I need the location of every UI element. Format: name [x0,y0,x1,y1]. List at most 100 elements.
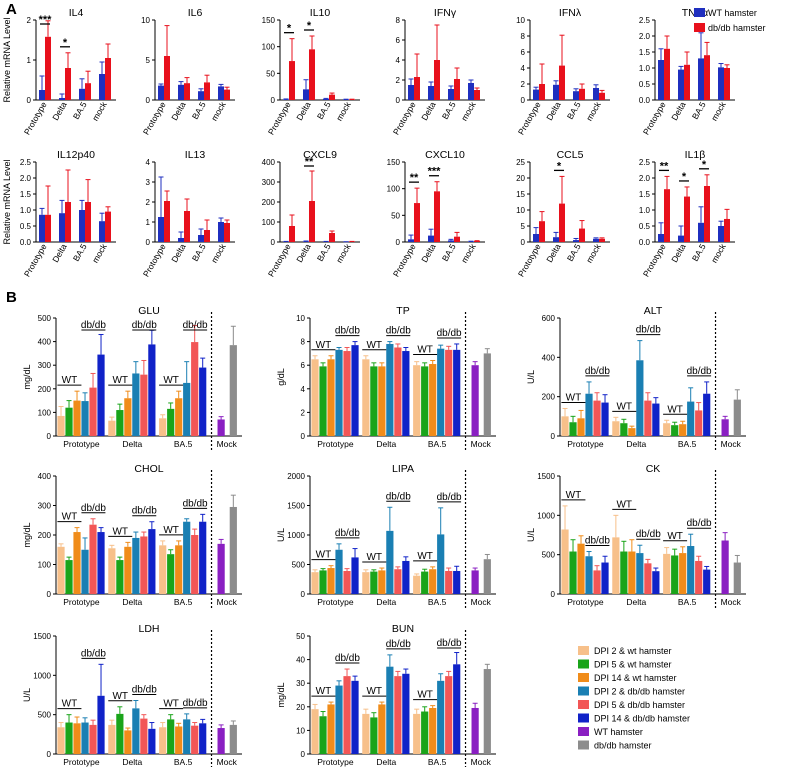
il6-title: IL6 [188,7,203,19]
cxcl10-bar-1-1 [434,191,440,242]
tnfa-ytick-label-2: 1.0 [639,64,651,73]
il1b-bar-0-1 [678,235,684,242]
il12p40-ytick-label-5: 2.5 [20,158,32,167]
lipa-xtick-1: Delta [376,597,396,607]
glu-ytick-label-0: 0 [47,432,52,441]
lipa-xtick-2: BA.5 [428,597,447,607]
il6-xtick-0: Prototype [141,100,168,137]
ck-bar-0-2 [577,543,585,594]
alt-db-label-2: db/db [687,366,712,377]
alt-wt-label-2: WT [667,404,683,415]
lipa-bar-0-5 [351,557,359,594]
ifng-bar-0-1 [428,86,434,100]
lipa-db-label-2: db/db [437,492,462,503]
chart-ifnl: 0 2 4 6 8 10 IFNλ Prototype Delta BA.5 mock [516,7,610,137]
legend-wt-dbdb: WT hamster db/db hamster [694,8,766,33]
bun-bar-2-0 [413,713,421,754]
il6-bar-0-0 [158,85,164,100]
glu-bar-0-5 [97,354,105,436]
ck-bar-2-0 [663,553,671,594]
ldh-ytick-label-2: 1000 [33,671,51,680]
il13-bar-1-0 [164,201,170,242]
glu-wt-label-0: WT [62,375,78,386]
chol-bar-1-3 [132,537,140,594]
chol-bar-0-2 [73,532,81,594]
alt-wt-label-1: WT [616,401,632,412]
ccl5-ytick-label-3: 15 [516,190,525,199]
legend-b-label-5: DPI 14 & db/db hamster [594,714,690,724]
lipa-wt-label-1: WT [366,552,382,563]
ldh-title: LDH [138,623,159,635]
ldh-bar-2-4 [191,725,199,754]
alt-xtick-2: BA.5 [678,439,697,449]
glu-ytick-label-3: 300 [38,361,52,370]
il4-xtick-1: Delta [50,100,69,122]
il1b-ytick-label-3: 1.5 [639,190,651,199]
ccl5-ytick-label-0: 0 [521,238,526,247]
glu-bar-1-2 [124,398,132,436]
ldh-xtick-2: BA.5 [174,757,193,767]
bun-bar-2-1 [421,711,429,754]
il13-title: IL13 [185,149,206,161]
glu-wt-label-1: WT [112,375,128,386]
alt-xtick-1: Delta [626,439,646,449]
glu-bar-0-2 [73,400,81,436]
il1b-bar-1-2 [704,186,710,242]
il10-sig-1: * [307,20,312,32]
ck-ytick-label-1: 500 [542,551,556,560]
ck-bar-2-1 [671,555,679,594]
ck-bar-2-2 [679,553,687,594]
ck-ylabel: U/L [526,528,536,542]
glu-bar-0-1 [65,407,73,436]
ifng-bar-0-0 [408,85,414,100]
tnfa-bar-0-3 [718,67,724,100]
ck-bar-0-5 [601,562,609,594]
lipa-xtick-3: Mock [471,597,492,607]
cxcl10-bar-0-3 [468,241,474,242]
lipa-bar-1-5 [402,560,410,594]
il6-bar-1-0 [164,56,170,100]
tp-xtick-1: Delta [376,439,396,449]
il12p40-ytick-label-4: 2.0 [20,174,32,183]
ccl5-sig-0: * [557,160,562,172]
lipa-bar-0-4 [343,570,351,594]
cxcl10-bar-1-0 [414,203,420,242]
bun-bar-1-4 [394,676,402,754]
lipa-bar-1-1 [370,571,378,594]
tp-ytick-label-1: 2 [301,408,306,417]
alt-bar-1-4 [644,400,652,436]
bun-mock-bar-0 [471,707,479,754]
il10-bar-0-1 [303,89,309,100]
alt-db-label-1: db/db [636,325,661,336]
ccl5-bar-0-0 [533,234,539,242]
tnfa-xtick-1: Delta [669,100,688,122]
alt-wt-label-0: WT [566,392,582,403]
ccl5-ytick-label-4: 20 [516,174,525,183]
ccl5-bar-0-2 [573,240,579,242]
cxcl10-ytick-label-3: 150 [387,158,401,167]
il10-xtick-1: Delta [294,100,313,122]
il12p40-ytick-label-2: 1.0 [20,206,32,215]
chart-il12p40: 0.0 0.5 1.0 1.5 2.0 2.5 Relative mRNA Level IL1… [2,149,116,279]
ck-bar-0-1 [569,551,577,594]
ldh-xtick-0: Prototype [63,757,100,767]
il12p40-ytick-label-1: 0.5 [20,222,32,231]
il13-bar-1-1 [184,211,190,242]
il12p40-xtick-0: Prototype [22,242,49,279]
legend-a-label-1: db/db hamster [708,23,766,33]
il12p40-bar-1-2 [85,202,91,242]
il4-ytick-label-0: 0 [27,96,32,105]
glu-bar-1-1 [116,410,124,436]
il1b-bar-1-1 [684,196,690,242]
tp-bar-0-1 [319,366,327,436]
cxcl10-ytick-label-1: 50 [391,211,400,220]
ldh-bar-2-2 [175,726,183,754]
il12p40-bar-0-2 [79,210,85,242]
ifng-xtick-0: Prototype [391,100,418,137]
lipa-mock-bar-0 [471,570,479,594]
il6-xtick-1: Delta [169,100,188,122]
lipa-bar-2-1 [421,571,429,594]
ifnl-title: IFNλ [559,7,582,19]
il13-bar-0-1 [178,238,184,242]
glu-bar-0-4 [89,387,97,436]
